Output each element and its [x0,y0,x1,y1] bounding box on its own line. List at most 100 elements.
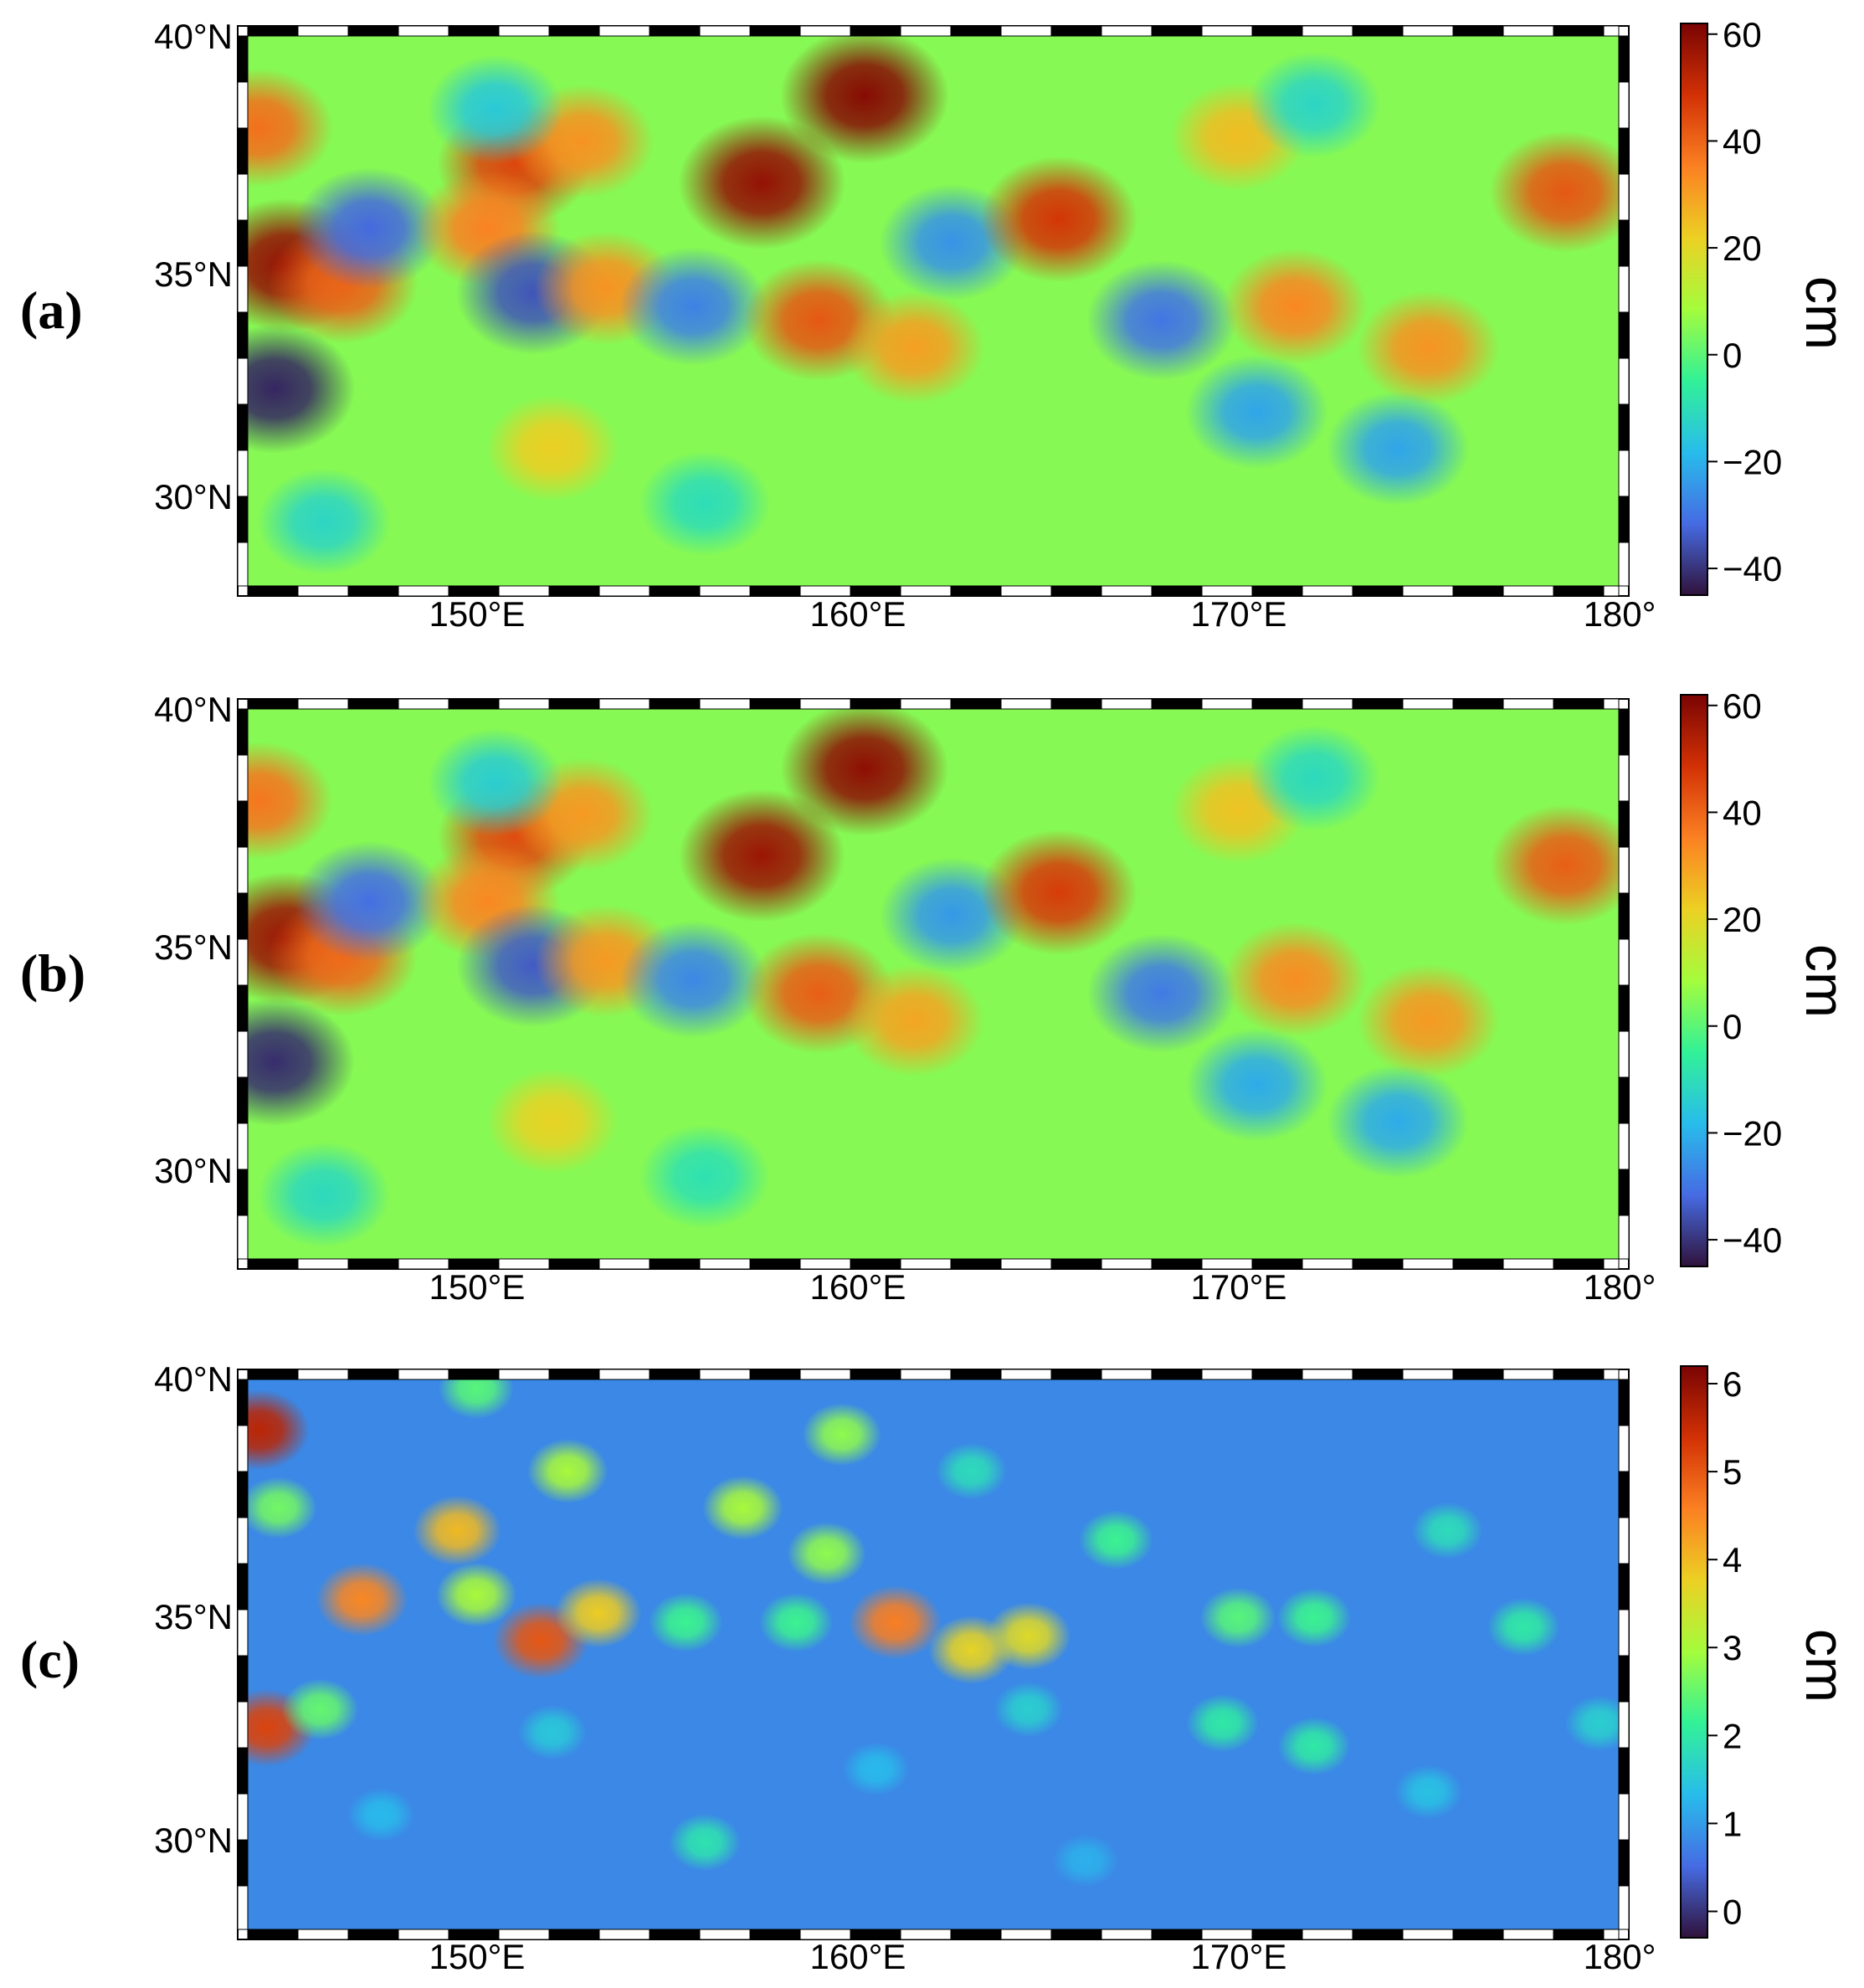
colorbar-tick-label: −40 [1723,549,1782,588]
y-tick-b-30n: 30°N [154,1151,233,1190]
anomaly-1-20 [1186,1028,1328,1142]
anomaly-2-20 [1487,1597,1560,1657]
anomaly-0-26 [485,395,619,502]
colorbar-tick-label: 60 [1723,686,1762,726]
anomaly-1-23 [428,728,563,837]
anomaly-1-17 [1086,933,1237,1053]
map-frame-1 [237,698,1630,1270]
y-tick-b-40n: 40°N [154,690,233,729]
colorbar-tick-label: −40 [1723,1220,1782,1260]
anomaly-2-30 [1394,1765,1463,1820]
anomaly-1-28 [639,1124,770,1229]
anomaly-2-3 [316,1562,408,1636]
colorbar-tick-label: 5 [1723,1452,1742,1492]
anomaly-0-27 [257,468,391,575]
anomaly-2-16 [281,1678,359,1740]
anomaly-2-26 [935,1442,1008,1500]
colorbar-a: 60 40 20 0 −20 −40 [1680,15,1782,596]
map-frame-2 [237,1369,1630,1940]
anomaly-2-10 [802,1402,882,1467]
anomaly-0-12 [780,36,949,163]
map-c [237,1369,1630,1940]
y-tick-a-40n: 40°N [154,17,233,56]
x-tick-b-150e: 150°E [429,1267,526,1307]
anomaly-2-18 [1199,1587,1276,1649]
map-frame-0 [237,25,1630,597]
colorbar-tick-label: −20 [1723,1113,1782,1153]
anomaly-0-16 [980,156,1138,283]
x-tick-c-170e: 170°E [1191,1937,1287,1976]
panel-label-a: (a) [20,280,83,340]
colorbar-bar-2 [1680,1365,1708,1939]
anomaly-2-6 [848,1585,942,1660]
anomaly-0-18 [1222,249,1368,365]
colorbar-unit-a: cm [1795,276,1856,350]
y-tick-a-35n: 35°N [154,254,233,294]
anomaly-0-14 [844,291,985,404]
anomaly-2-29 [842,1742,911,1796]
y-tick-c-40n: 40°N [154,1359,233,1399]
anomaly-1-4 [248,997,355,1127]
colorbar-bar-0 [1680,23,1708,596]
x-tick-a-150e: 150°E [429,594,526,634]
anomaly-2-12 [527,1438,608,1504]
colorbar-tick-label: 40 [1723,121,1762,161]
anomaly-2-28 [994,1681,1064,1738]
anomaly-0-4 [248,324,356,454]
colorbar-tick-label: 2 [1723,1716,1742,1755]
y-tick-a-30n: 30°N [154,477,233,516]
anomaly-1-19 [1357,963,1500,1077]
anomaly-2-21 [1186,1693,1260,1753]
x-tick-c-150e: 150°E [429,1937,526,1976]
anomaly-1-11 [679,789,845,922]
x-tick-a-180: 180° [1584,594,1656,634]
colorbar-unit-c: cm [1795,1629,1856,1703]
anomaly-2-8 [985,1601,1071,1671]
x-tick-b-170e: 170°E [1191,1267,1287,1307]
anomaly-0-28 [639,450,771,557]
anomaly-1-12 [780,709,949,836]
x-tick-b-180: 180° [1584,1267,1656,1307]
anomaly-2-9 [702,1475,783,1540]
anomaly-2-23 [1078,1510,1153,1570]
anomaly-2-11 [435,1562,517,1627]
anomaly-0-3 [293,167,446,290]
y-tick-c-35n: 35°N [154,1597,233,1636]
colorbar-tick-label: 0 [1723,1007,1742,1046]
colorbar-tick-label: 20 [1723,229,1762,268]
anomaly-1-10 [619,920,768,1039]
anomaly-0-22 [1489,131,1619,253]
anomaly-0-10 [619,247,768,366]
anomaly-0-19 [1357,290,1500,405]
anomaly-2-4 [413,1495,502,1566]
anomaly-0-11 [678,116,845,249]
anomaly-2-32 [1052,1833,1119,1888]
anomaly-0-2 [248,68,334,187]
anomaly-0-17 [1086,259,1237,381]
colorbar-tick-label: 3 [1723,1628,1742,1667]
anomaly-2-31 [347,1787,415,1842]
colorbar-tick-label: −20 [1723,442,1782,481]
colorbar-tick-label: 6 [1723,1364,1742,1404]
anomaly-2-14 [648,1592,723,1652]
colorbar-tick-label: 4 [1723,1540,1742,1580]
x-tick-c-180: 180° [1584,1937,1656,1976]
anomaly-1-25 [1248,724,1380,831]
anomaly-2-33 [1564,1695,1619,1751]
anomaly-1-21 [1327,1065,1469,1179]
anomaly-2-13 [787,1522,866,1585]
anomaly-1-26 [486,1068,619,1174]
panel-label-c: (c) [20,1630,80,1689]
colorbar-tick-label: 20 [1723,900,1762,939]
anomaly-1-18 [1223,922,1367,1037]
anomaly-1-22 [1490,804,1619,926]
anomaly-2-5 [554,1578,642,1648]
colorbar-tick-label: 60 [1723,15,1762,54]
x-tick-a-170e: 170°E [1191,594,1287,634]
anomaly-0-20 [1185,354,1328,470]
x-tick-c-160e: 160°E [810,1937,906,1976]
anomaly-0-25 [1247,51,1381,158]
anomaly-2-27 [517,1704,588,1760]
colorbar-bar-1 [1680,694,1708,1267]
anomaly-2-19 [1276,1588,1352,1648]
